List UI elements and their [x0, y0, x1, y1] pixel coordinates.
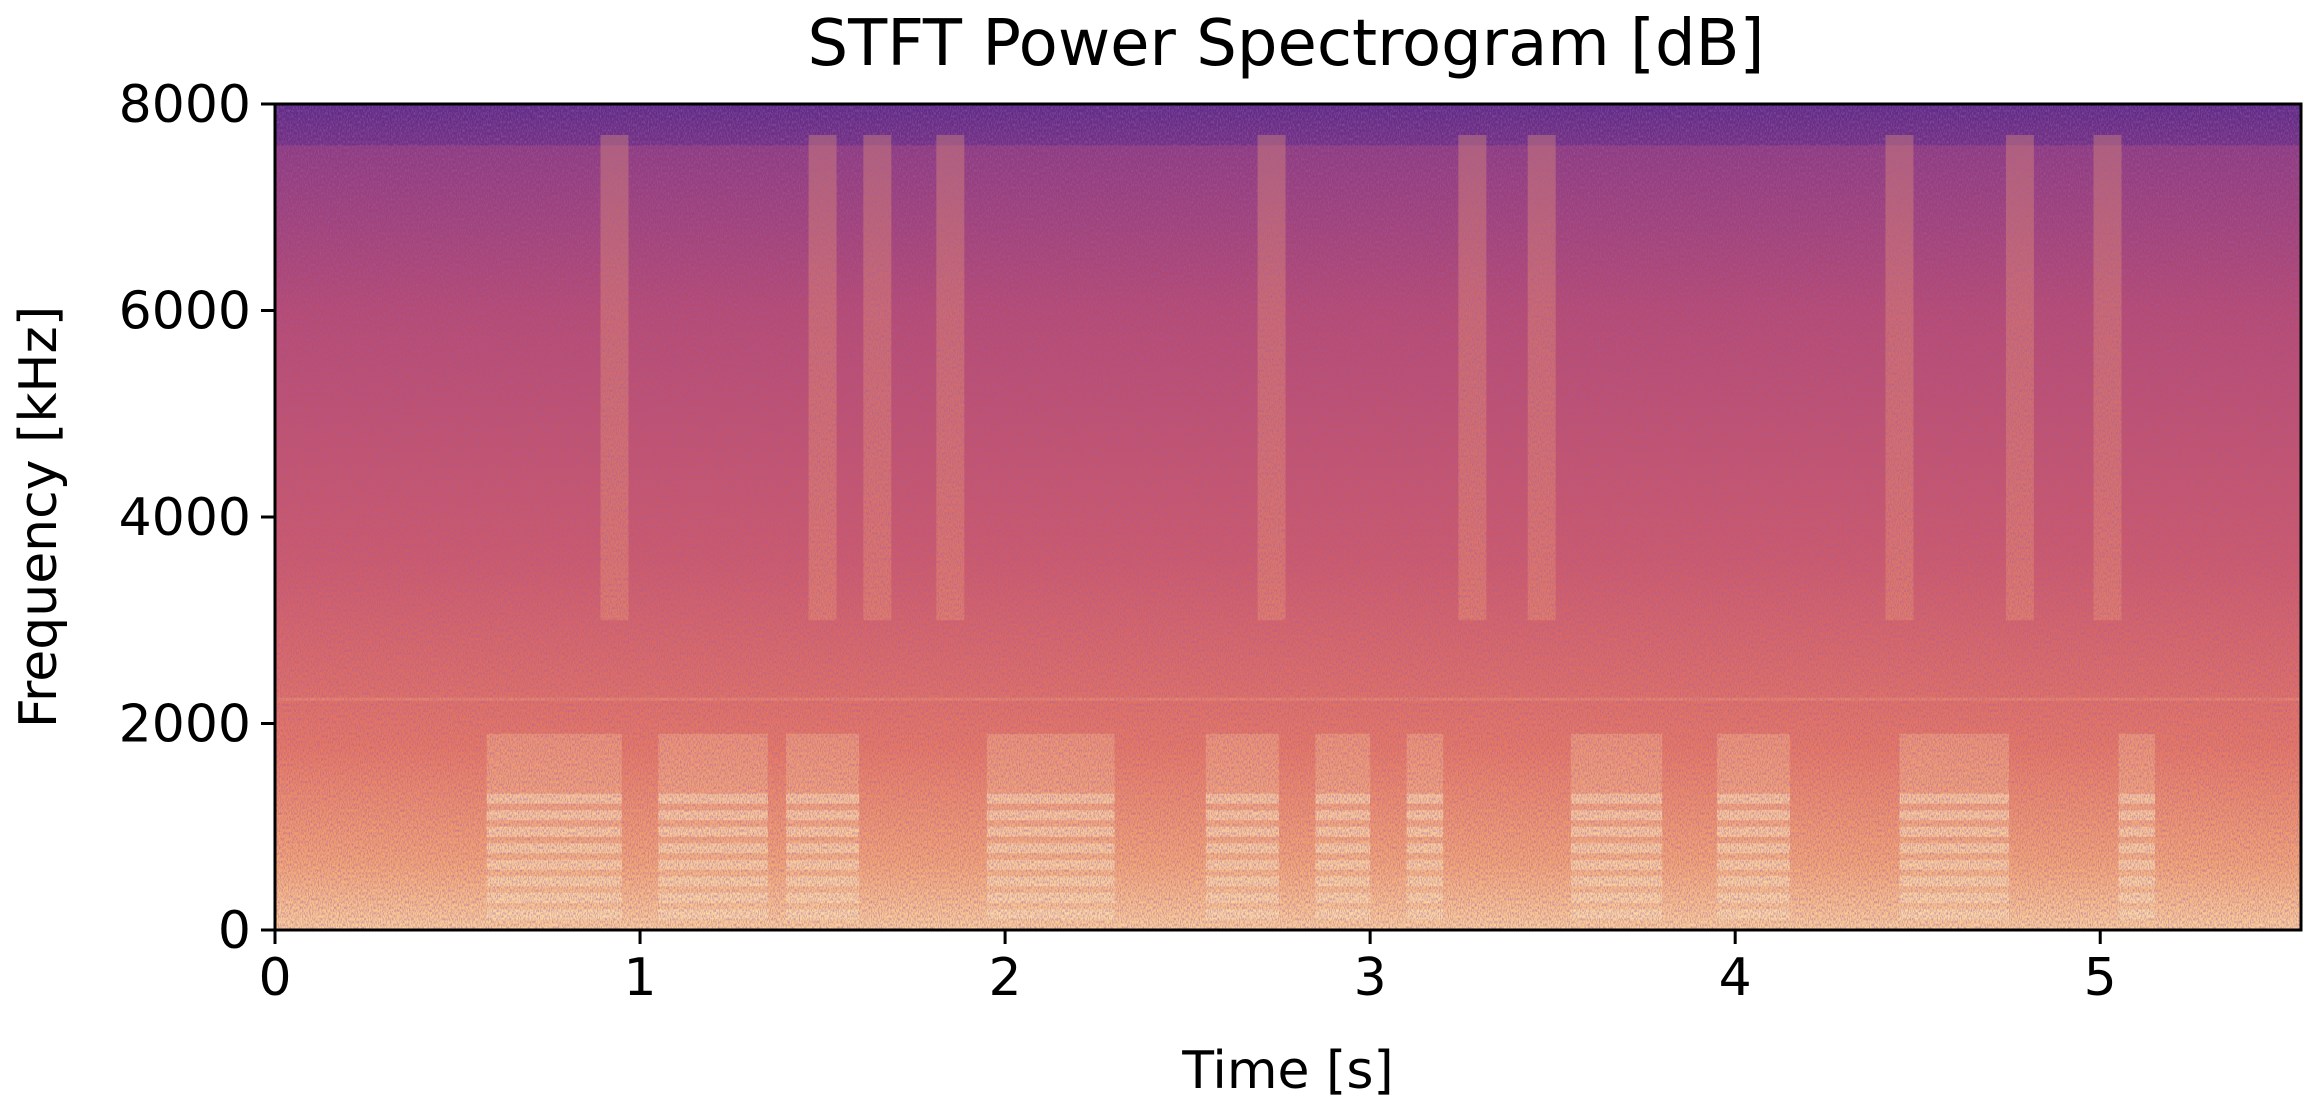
y-tick-label: 2000: [119, 695, 251, 755]
x-axis: 0 1 2 3 4 5: [258, 930, 2117, 1008]
x-tick-label: 5: [2084, 948, 2117, 1008]
x-tick-label: 1: [623, 948, 656, 1008]
x-tick-label: 2: [989, 948, 1022, 1008]
x-tick-label: 4: [1719, 948, 1752, 1008]
y-tick-label: 0: [218, 901, 251, 961]
x-tick-label: 3: [1354, 948, 1387, 1008]
x-tick-label: 0: [258, 948, 291, 1008]
spectrogram-heatmap: [275, 104, 2301, 930]
plot-area: [273, 102, 2303, 932]
y-tick-label: 6000: [119, 282, 251, 342]
heatmap-noise: [275, 104, 2301, 930]
y-axis: 0 2000 4000 6000 8000: [119, 75, 275, 961]
y-tick-label: 4000: [119, 488, 251, 548]
x-axis-label: Time [s]: [1181, 1041, 1393, 1101]
chart-title: STFT Power Spectrogram [dB]: [808, 7, 1765, 81]
y-tick-label: 8000: [119, 75, 251, 135]
y-axis-label: Frequency [kHz]: [9, 306, 69, 728]
